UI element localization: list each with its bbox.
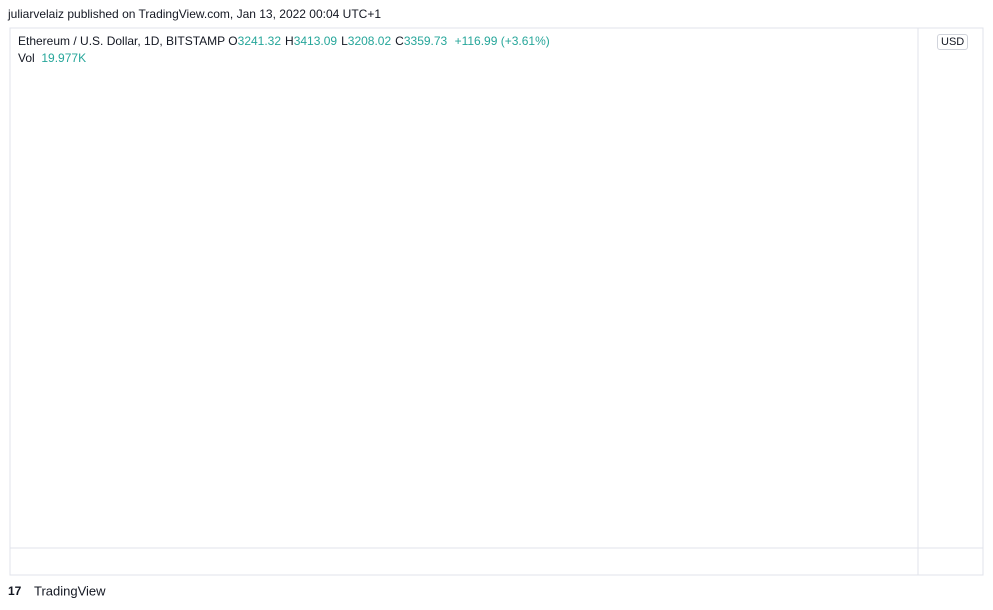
- change: +116.99 (+3.61%): [454, 34, 550, 48]
- legend-line: Ethereum / U.S. Dollar, 1D, BITSTAMP O32…: [18, 34, 550, 48]
- ohlc-value: 3359.73: [403, 34, 448, 48]
- ohlc-key: L: [341, 34, 348, 48]
- vol-key: Vol: [18, 51, 35, 65]
- ohlc-key: C: [395, 34, 404, 48]
- ohlc-value: 3241.32: [237, 34, 282, 48]
- ohlc-value: 3208.02: [347, 34, 392, 48]
- ohlc-value: 3413.09: [293, 34, 338, 48]
- ohlc: O3241.32 H3413.09 L3208.02 C3359.73: [228, 34, 451, 48]
- footer-brand: TradingView: [34, 583, 106, 598]
- ohlc-key: O: [228, 34, 238, 48]
- published-note: juliarvelaiz published on TradingView.co…: [8, 7, 382, 21]
- frame: [9, 27, 984, 576]
- logo-icon: 17: [8, 584, 22, 598]
- symbol: Ethereum / U.S. Dollar, 1D, BITSTAMP: [18, 34, 225, 48]
- vol-value: 19.977K: [41, 51, 87, 65]
- volume-legend: Vol 19.977K: [18, 51, 86, 65]
- currency-button[interactable]: USD: [937, 34, 969, 50]
- ohlc-key: H: [285, 34, 294, 48]
